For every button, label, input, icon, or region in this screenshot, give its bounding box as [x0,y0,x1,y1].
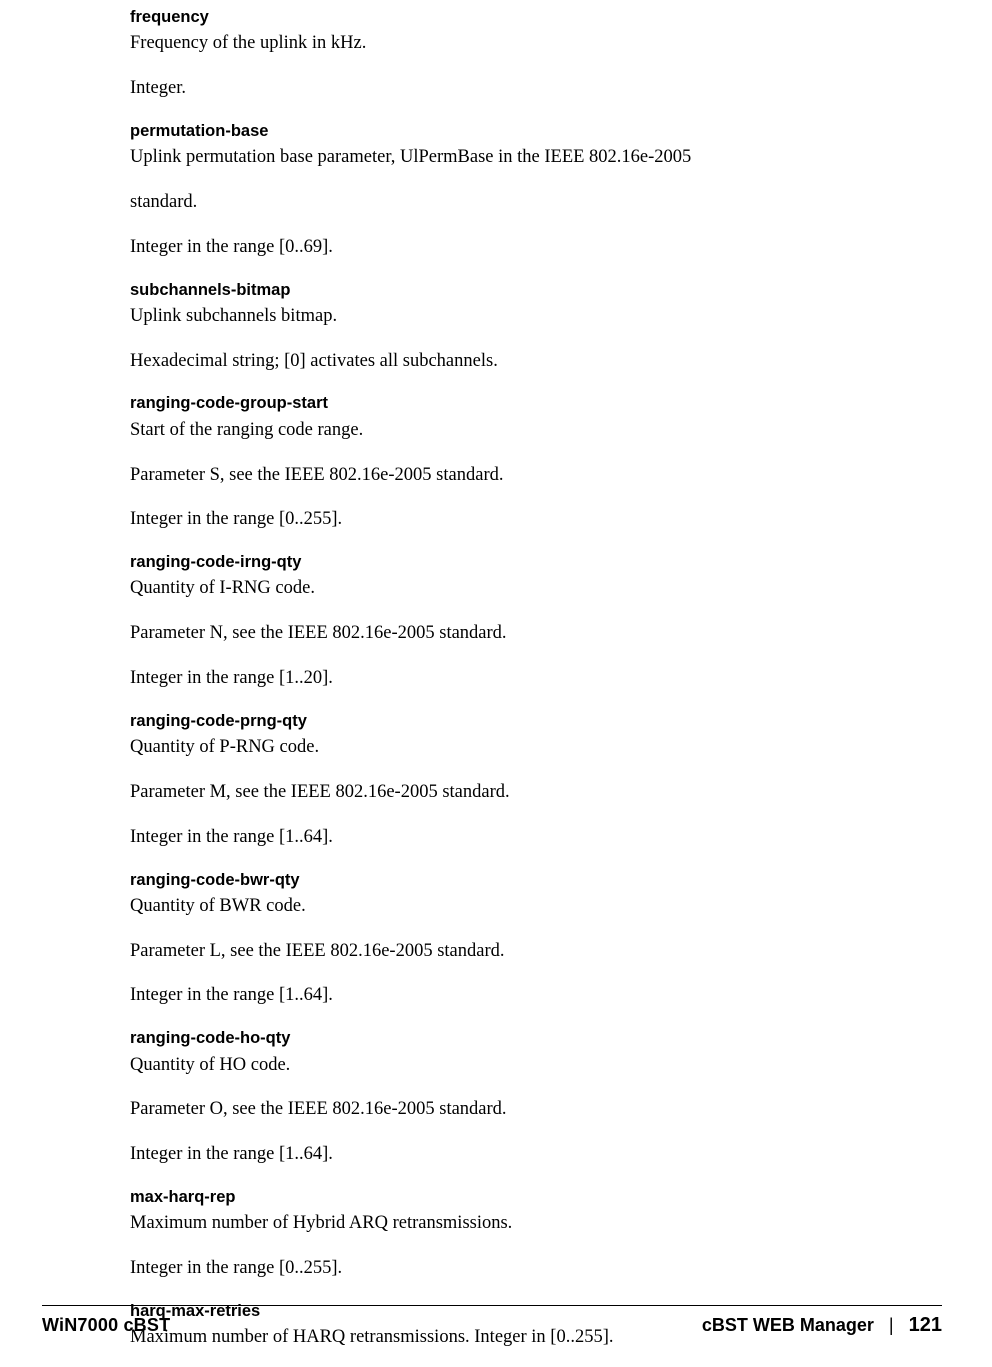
footer-separator: | [889,1315,894,1335]
param-description: Start of the ranging code range. [130,417,922,444]
param-term: max-harq-rep [130,1186,922,1208]
param-description: Integer in the range [1..64]. [130,1141,922,1168]
param-description: Maximum number of Hybrid ARQ retransmiss… [130,1210,922,1237]
content-region: frequencyFrequency of the uplink in kHz.… [130,6,922,1351]
param-description: Uplink permutation base parameter, UlPer… [130,144,922,171]
param-description: Integer in the range [1..20]. [130,665,922,692]
param-description: Parameter S, see the IEEE 802.16e-2005 s… [130,462,922,489]
param-term: frequency [130,6,922,28]
param-description: Uplink subchannels bitmap. [130,303,922,330]
param-term: subchannels-bitmap [130,279,922,301]
param-description: Parameter O, see the IEEE 802.16e-2005 s… [130,1096,922,1123]
param-description: standard. [130,189,922,216]
param-description: Frequency of the uplink in kHz. [130,30,922,57]
footer-row: WiN7000 cBST cBST WEB Manager | 121 [42,1314,942,1337]
page-body: frequencyFrequency of the uplink in kHz.… [0,0,992,1367]
param-term: ranging-code-irng-qty [130,551,922,573]
param-description: Quantity of HO code. [130,1052,922,1079]
param-term: ranging-code-prng-qty [130,710,922,732]
param-description: Parameter M, see the IEEE 802.16e-2005 s… [130,779,922,806]
footer-right-group: cBST WEB Manager | 121 [702,1314,942,1337]
footer-product-name: WiN7000 cBST [42,1315,170,1336]
param-term: ranging-code-bwr-qty [130,869,922,891]
page-footer: WiN7000 cBST cBST WEB Manager | 121 [42,1305,942,1337]
footer-rule [42,1305,942,1306]
param-description: Quantity of I-RNG code. [130,575,922,602]
footer-page-number: 121 [909,1314,942,1336]
param-term: permutation-base [130,120,922,142]
param-description: Integer in the range [1..64]. [130,982,922,1009]
param-description: Integer. [130,75,922,102]
param-term: ranging-code-group-start [130,392,922,414]
param-description: Integer in the range [0..255]. [130,1255,922,1282]
param-description: Integer in the range [0..255]. [130,506,922,533]
param-description: Parameter N, see the IEEE 802.16e-2005 s… [130,620,922,647]
param-description: Quantity of P-RNG code. [130,734,922,761]
footer-section-title: cBST WEB Manager [702,1315,874,1335]
param-description: Integer in the range [1..64]. [130,824,922,851]
param-description: Quantity of BWR code. [130,893,922,920]
param-description: Hexadecimal string; [0] activates all su… [130,348,922,375]
param-description: Integer in the range [0..69]. [130,234,922,261]
param-description: Parameter L, see the IEEE 802.16e-2005 s… [130,938,922,965]
param-term: ranging-code-ho-qty [130,1027,922,1049]
